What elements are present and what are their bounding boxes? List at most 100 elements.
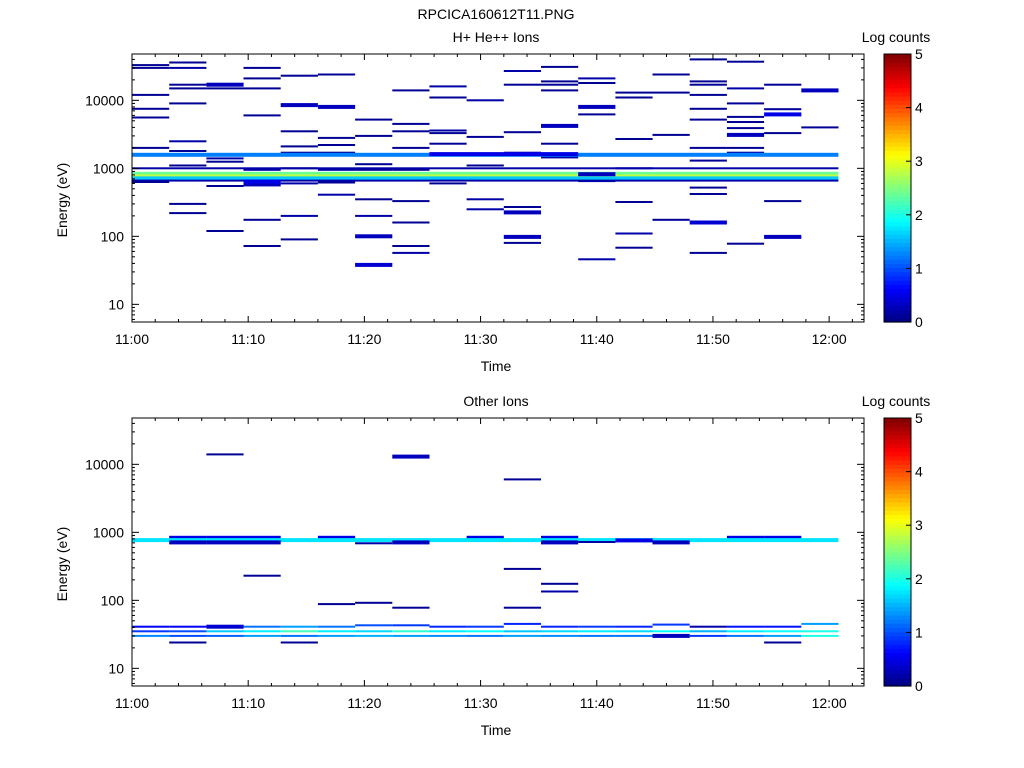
heatmap-cell xyxy=(243,245,281,247)
colorbar-segment xyxy=(884,104,911,110)
heatmap-cell xyxy=(652,623,690,626)
heatmap-cell xyxy=(243,66,281,69)
heatmap-cell xyxy=(355,234,393,239)
heatmap-cell xyxy=(243,540,281,545)
heatmap-cell xyxy=(132,625,170,628)
heatmap-cell xyxy=(392,130,430,133)
colorbar-segment xyxy=(884,271,911,277)
heatmap-cell xyxy=(503,241,541,244)
heatmap-cell xyxy=(355,262,393,267)
colorbar-segment xyxy=(884,648,911,654)
heatmap-cell xyxy=(652,133,690,136)
colorbar-segment xyxy=(884,464,911,469)
heatmap-cell xyxy=(392,89,430,92)
heatmap-cell xyxy=(392,454,430,459)
colorbar-segment xyxy=(884,556,911,561)
heatmap-cell xyxy=(689,251,727,254)
x-tick-label: 11:20 xyxy=(347,695,381,711)
colorbar-segment xyxy=(884,255,911,260)
heatmap-cell xyxy=(206,453,244,456)
colorbar-segment xyxy=(884,531,911,536)
colorbar-segment xyxy=(884,296,911,302)
heatmap-cell xyxy=(429,634,467,637)
heatmap-cell xyxy=(392,630,430,633)
heatmap-cell xyxy=(355,624,393,627)
heatmap-cell xyxy=(317,144,356,146)
heatmap-cell xyxy=(503,567,541,570)
spectrogram-cells xyxy=(132,58,839,267)
heatmap-cell xyxy=(206,630,244,633)
colorbar-segment xyxy=(884,635,911,641)
heatmap-cell xyxy=(652,540,690,545)
colorbar-segment xyxy=(884,619,911,624)
heatmap-cell xyxy=(578,77,616,80)
heatmap-cell xyxy=(429,625,467,628)
heatmap-cell xyxy=(355,634,393,637)
heatmap-cell xyxy=(392,245,430,247)
heatmap-cell xyxy=(206,87,244,90)
colorbar-segment xyxy=(884,313,911,319)
heatmap-cell xyxy=(169,140,207,143)
x-tick-label: 11:40 xyxy=(580,695,614,711)
colorbar-segment xyxy=(884,639,911,645)
heatmap-cell xyxy=(280,151,318,154)
x-tick-label: 11:50 xyxy=(696,695,730,711)
heatmap-cell xyxy=(132,93,170,96)
heatmap-cell xyxy=(132,176,839,181)
heatmap-cell xyxy=(764,234,802,239)
x-tick-label: 12:00 xyxy=(812,331,847,347)
colorbar-segment xyxy=(884,535,911,541)
heatmap-cell xyxy=(726,634,765,637)
colorbar-label: Log counts xyxy=(862,29,931,45)
colorbar-segment xyxy=(884,79,911,84)
colorbar-segment xyxy=(884,146,911,151)
heatmap-cell xyxy=(615,625,653,628)
colorbar-segment xyxy=(884,522,911,528)
y-tick-label: 10 xyxy=(108,296,124,312)
heatmap-cell xyxy=(317,151,356,154)
colorbar-tick-label: 1 xyxy=(915,260,923,276)
heatmap-cell xyxy=(243,630,281,633)
heatmap-cell xyxy=(206,540,244,545)
heatmap-cell xyxy=(652,218,690,221)
heatmap-cell xyxy=(726,87,765,90)
heatmap-cell xyxy=(392,146,430,149)
heatmap-cell xyxy=(615,91,653,94)
heatmap-cell xyxy=(578,625,616,628)
heatmap-cell xyxy=(726,127,765,130)
colorbar-segment xyxy=(884,275,911,281)
heatmap-cell xyxy=(466,630,504,633)
colorbar-segment xyxy=(884,656,911,662)
heatmap-cell xyxy=(652,630,690,633)
heatmap-cell xyxy=(355,630,393,633)
colorbar-frame xyxy=(883,417,912,687)
heatmap-cell xyxy=(689,630,727,633)
colorbar-segment xyxy=(884,627,911,633)
heatmap-cell xyxy=(466,135,504,138)
heatmap-cell xyxy=(392,606,430,609)
heatmap-cell xyxy=(503,83,541,86)
colorbar-segment xyxy=(884,497,911,503)
colorbar-segment xyxy=(884,95,911,101)
heatmap-cell xyxy=(541,634,579,637)
colorbar-segment xyxy=(884,514,911,520)
colorbar-segment xyxy=(884,623,911,628)
heatmap-cell xyxy=(355,198,393,201)
heatmap-cell xyxy=(169,625,207,628)
heatmap-cell xyxy=(392,200,430,203)
heatmap-cell xyxy=(689,58,727,61)
heatmap-cell xyxy=(169,212,207,215)
heatmap-cell xyxy=(206,160,244,163)
colorbar-segment xyxy=(884,121,911,126)
heatmap-cell xyxy=(317,168,356,171)
colorbar-segment xyxy=(884,213,911,218)
heatmap-cell xyxy=(652,73,690,76)
colorbar-segment xyxy=(884,681,911,687)
colorbar-segment xyxy=(884,246,911,252)
colorbar-segment xyxy=(884,593,911,599)
heatmap-cell xyxy=(801,634,839,637)
heatmap-cell xyxy=(578,113,616,116)
colorbar-segment xyxy=(884,459,911,465)
heatmap-cell xyxy=(429,142,467,145)
